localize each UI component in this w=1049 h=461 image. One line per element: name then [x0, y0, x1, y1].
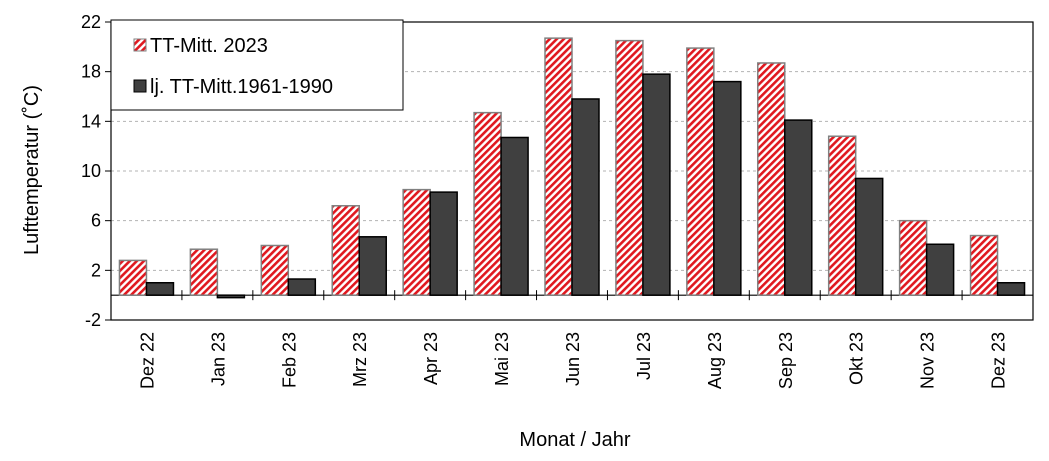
bar-series-1: [402, 188, 431, 296]
y-tick-label: 22: [81, 12, 101, 32]
x-tick-label: Okt 23: [847, 332, 867, 385]
y-tick-label: -2: [85, 310, 101, 330]
x-tick-label: Apr 23: [421, 332, 441, 385]
tick-labels: -2 2 6 10 14 18 22 Dez 22 Jan 23 Feb 23 Mrz 23 Apr …: [81, 12, 1009, 389]
bars: [118, 37, 1026, 299]
bar-series-2: [429, 191, 458, 296]
bar-series-1: [544, 37, 573, 296]
bar-series-1: [757, 62, 786, 296]
legend-label-series-1: TT-Mitt. 2023: [150, 35, 268, 57]
bar-series-1: [898, 219, 928, 296]
y-tick-label: 10: [81, 161, 101, 181]
legend-box: [110, 19, 404, 111]
bar-series-2: [996, 282, 1026, 296]
bar-series-2: [713, 80, 742, 296]
x-tick-label: Nov 23: [918, 332, 938, 389]
x-tick-label: Dez 22: [137, 332, 157, 389]
x-tick-label: Aug 23: [705, 332, 725, 389]
bar-series-1: [615, 39, 644, 296]
plot-frame: [110, 21, 1034, 321]
legend-swatch-series-2: [133, 79, 147, 93]
bar-series-1: [118, 259, 148, 296]
legend-label-series-2: lj. TT-Mitt.1961-1990: [150, 76, 333, 98]
bar-series-2: [358, 236, 387, 296]
legend-swatch-series-1: [133, 38, 147, 52]
bar-series-2: [145, 282, 175, 296]
x-tick-label: Mrz 23: [350, 332, 370, 387]
bar-series-2: [784, 119, 813, 296]
bar-series-2: [287, 278, 317, 296]
bar-series-1: [331, 205, 360, 296]
x-tick-label: Dez 23: [989, 332, 1009, 389]
bar-series-1: [260, 244, 290, 296]
bar-series-1: [686, 47, 715, 296]
x-tick-label: Sep 23: [776, 332, 796, 389]
y-axis-title: Lufttemperatur (˚C): [21, 85, 43, 255]
x-tick-label: Feb 23: [279, 332, 299, 388]
legend: TT-Mitt. 2023 lj. TT-Mitt.1961-1990: [110, 19, 404, 111]
y-tick-label: 2: [91, 260, 101, 280]
bar-series-2: [854, 177, 884, 296]
bar-series-2: [925, 243, 955, 296]
bar-series-2: [642, 73, 671, 296]
x-tick-label: Jul 23: [634, 332, 654, 380]
bar-series-1: [827, 135, 857, 296]
x-tick-label: Jan 23: [208, 332, 228, 386]
bar-series-1: [473, 111, 502, 296]
x-tick-label: Mai 23: [492, 332, 512, 386]
x-tick-label: Jun 23: [563, 332, 583, 386]
y-tick-label: 14: [81, 111, 101, 131]
y-tick-label: 18: [81, 62, 101, 82]
bar-series-1: [189, 248, 219, 296]
bar-series-2: [571, 98, 600, 296]
bar-series-2: [500, 136, 529, 296]
bar-series-1: [969, 234, 999, 296]
y-tick-label: 6: [91, 211, 101, 231]
bar-series-2: [216, 294, 246, 299]
x-axis-title: Monat / Jahr: [519, 429, 631, 451]
axes: [105, 21, 1034, 321]
